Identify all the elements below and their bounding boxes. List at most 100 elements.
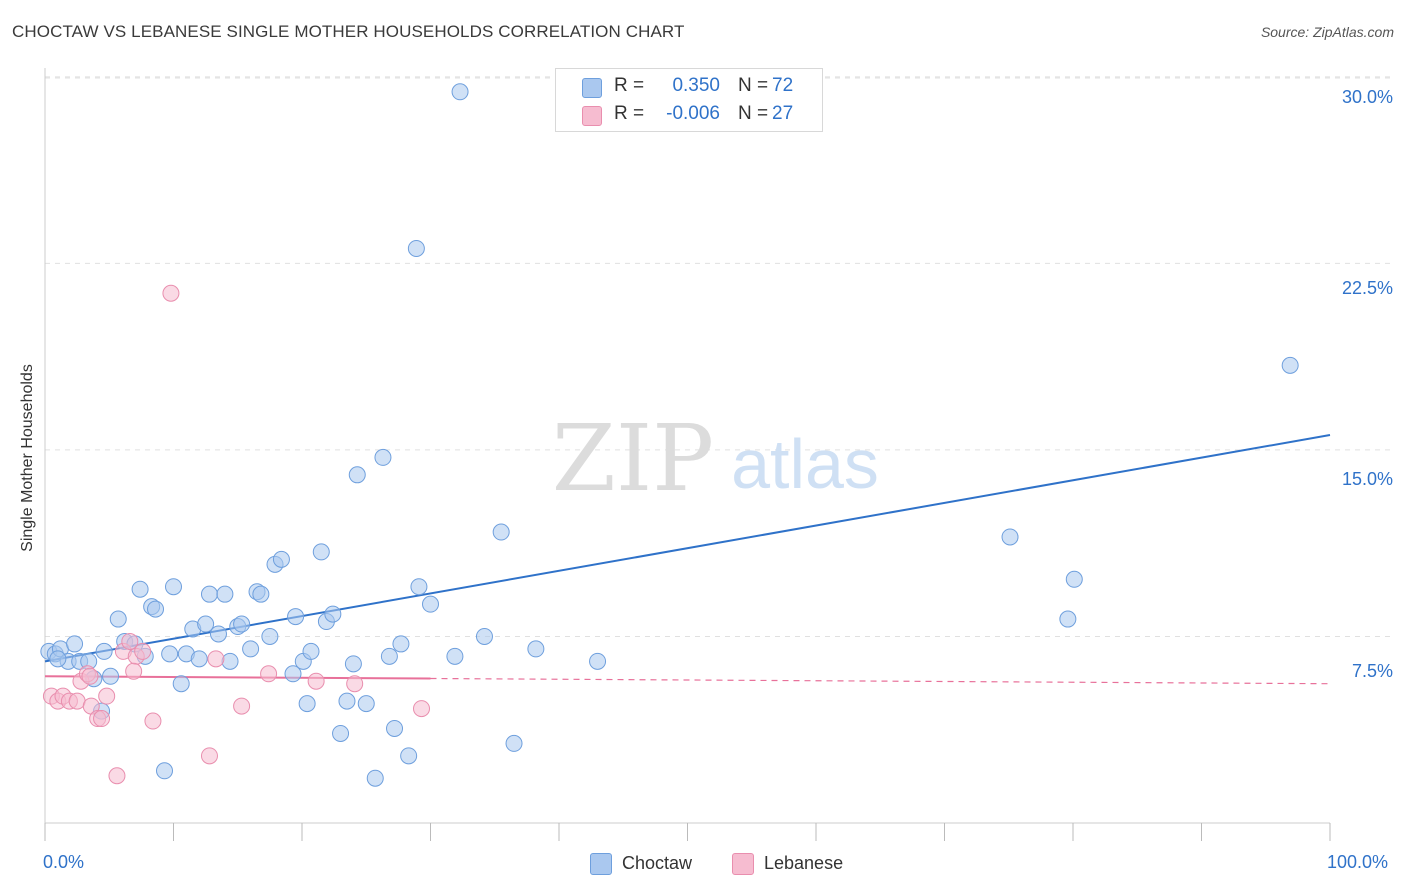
choctaw-trend-line (44, 434, 1331, 663)
choctaw-n-label: N = (738, 75, 769, 96)
choctaw-point-51 (366, 769, 384, 787)
lebanese-point-15 (134, 642, 152, 660)
choctaw-point-24 (190, 650, 208, 668)
choctaw-point-28 (216, 585, 234, 603)
choctaw-point-43 (312, 543, 330, 561)
choctaw-point-14 (131, 580, 149, 598)
choctaw-point-52 (374, 448, 392, 466)
lebanese-point-11 (108, 767, 126, 785)
watermark-zip: ZIP (552, 405, 714, 512)
choctaw-point-64 (505, 734, 523, 752)
choctaw-point-68 (1059, 610, 1077, 628)
choctaw-point-41 (298, 695, 316, 713)
choctaw-point-56 (400, 747, 418, 765)
choctaw-point-34 (252, 585, 270, 603)
bottom-choctaw-swatch (590, 853, 612, 875)
choctaw-point-8 (102, 667, 120, 685)
choctaw-point-19 (161, 645, 179, 663)
lebanese-point-13 (121, 632, 139, 650)
choctaw-point-63 (492, 523, 510, 541)
lebanese-r-value: -0.006 (666, 103, 720, 124)
choctaw-point-29 (221, 652, 239, 670)
choctaw-point-26 (200, 585, 218, 603)
choctaw-point-37 (272, 550, 290, 568)
choctaw-swatch (582, 78, 602, 98)
choctaw-point-32 (242, 640, 260, 658)
y-tick-7-5: 7.5% (1351, 661, 1393, 681)
choctaw-point-9 (95, 642, 113, 660)
bottom-choctaw-label: Choctaw (622, 853, 693, 873)
choctaw-point-71 (49, 650, 67, 668)
lebanese-point-24 (413, 700, 431, 718)
choctaw-point-27 (209, 625, 227, 643)
choctaw-point-48 (344, 655, 362, 673)
bottom-lebanese-label: Lebanese (764, 853, 844, 873)
choctaw-point-25 (197, 615, 215, 633)
choctaw-point-35 (261, 627, 279, 645)
lebanese-point-20 (233, 697, 251, 715)
x-tick-min: 0.0% (43, 852, 85, 872)
watermark-atlas: atlas (731, 425, 879, 503)
choctaw-point-65 (527, 640, 545, 658)
lebanese-point-4 (68, 692, 86, 710)
data-points (40, 83, 1299, 787)
choctaw-point-31 (233, 615, 251, 633)
choctaw-point-20 (165, 578, 182, 596)
choctaw-point-58 (410, 578, 428, 596)
source-label: Source: ZipAtlas.com (1260, 24, 1394, 40)
choctaw-r-label: R = (614, 75, 645, 96)
lebanese-point-22 (307, 672, 325, 690)
lebanese-n-value: 27 (772, 103, 794, 124)
lebanese-point-21 (260, 665, 278, 683)
choctaw-point-66 (589, 652, 607, 670)
lebanese-point-26 (125, 662, 143, 680)
choctaw-point-38 (284, 665, 302, 683)
lebanese-point-9 (93, 710, 111, 728)
choctaw-n-value: 72 (772, 75, 794, 96)
lebanese-point-25 (81, 667, 99, 685)
choctaw-point-67 (1001, 528, 1019, 546)
choctaw-point-21 (172, 675, 190, 693)
lebanese-n-label: N = (738, 103, 769, 124)
stats-legend: R = 0.350 N = 72 R = -0.006 N = 27 (555, 68, 823, 132)
choctaw-point-69 (1065, 570, 1083, 588)
choctaw-point-57 (407, 239, 425, 257)
legend-row-lebanese: R = -0.006 N = 27 (556, 100, 822, 130)
choctaw-point-42 (302, 642, 320, 660)
choctaw-point-70 (1281, 356, 1299, 374)
lebanese-point-18 (200, 747, 218, 765)
lebanese-r-label: R = (614, 103, 645, 124)
choctaw-point-54 (386, 719, 404, 737)
choctaw-point-45 (324, 605, 342, 623)
choctaw-point-39 (287, 608, 305, 626)
choctaw-point-53 (380, 647, 398, 665)
gridlines (45, 76, 1393, 637)
choctaw-point-49 (348, 466, 366, 484)
lebanese-point-16 (144, 712, 162, 730)
lebanese-point-17 (162, 284, 180, 302)
chart-title: CHOCTAW VS LEBANESE SINGLE MOTHER HOUSEH… (12, 22, 685, 41)
y-tick-30: 30.0% (1341, 87, 1393, 107)
bottom-lebanese-swatch (732, 853, 754, 875)
choctaw-point-18 (156, 762, 174, 780)
choctaw-point-60 (446, 647, 464, 665)
choctaw-point-55 (392, 635, 410, 653)
y-tick-15: 15.0% (1341, 469, 1393, 489)
x-tick-max: 100.0% (1327, 852, 1389, 872)
choctaw-point-10 (109, 610, 127, 628)
lebanese-swatch (582, 106, 602, 126)
lebanese-trend-line-dashed (430, 677, 1331, 685)
lebanese-point-10 (98, 687, 116, 705)
choctaw-point-17 (147, 600, 165, 618)
choctaw-point-46 (332, 724, 350, 742)
legend-row-choctaw: R = 0.350 N = 72 (556, 72, 822, 102)
choctaw-point-4 (66, 635, 84, 653)
choctaw-point-47 (338, 692, 356, 710)
choctaw-point-50 (357, 695, 375, 713)
choctaw-point-62 (475, 627, 493, 645)
lebanese-point-23 (346, 675, 364, 693)
y-tick-22-5: 22.5% (1341, 278, 1393, 298)
lebanese-point-19 (207, 650, 225, 668)
choctaw-r-value: 0.350 (672, 75, 720, 96)
